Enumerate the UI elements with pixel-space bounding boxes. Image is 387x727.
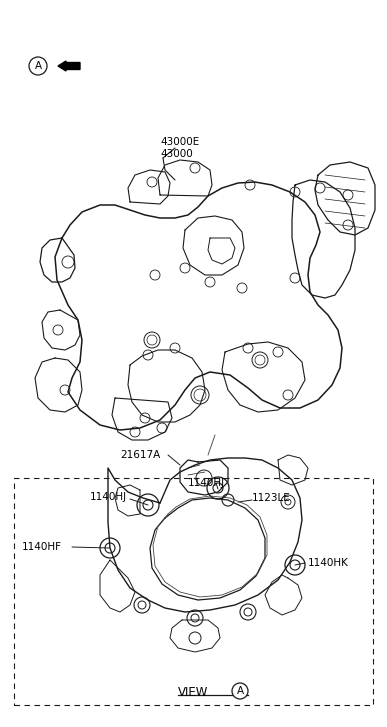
Text: A: A [236, 686, 243, 696]
Text: VIEW: VIEW [178, 686, 208, 699]
Text: 43000E: 43000E [160, 137, 199, 147]
FancyArrow shape [58, 61, 80, 71]
Text: 1140HJ: 1140HJ [90, 492, 127, 502]
Text: 21617A: 21617A [120, 450, 160, 460]
Text: A: A [34, 61, 41, 71]
Text: 1140HJ: 1140HJ [188, 478, 225, 488]
Bar [14, 478, 373, 705]
Text: 1140HF: 1140HF [22, 542, 62, 552]
Text: 43000: 43000 [160, 149, 193, 159]
Circle shape [232, 683, 248, 699]
Text: 1123LE: 1123LE [252, 493, 291, 503]
Text: 1140HK: 1140HK [308, 558, 349, 568]
Circle shape [29, 57, 47, 75]
